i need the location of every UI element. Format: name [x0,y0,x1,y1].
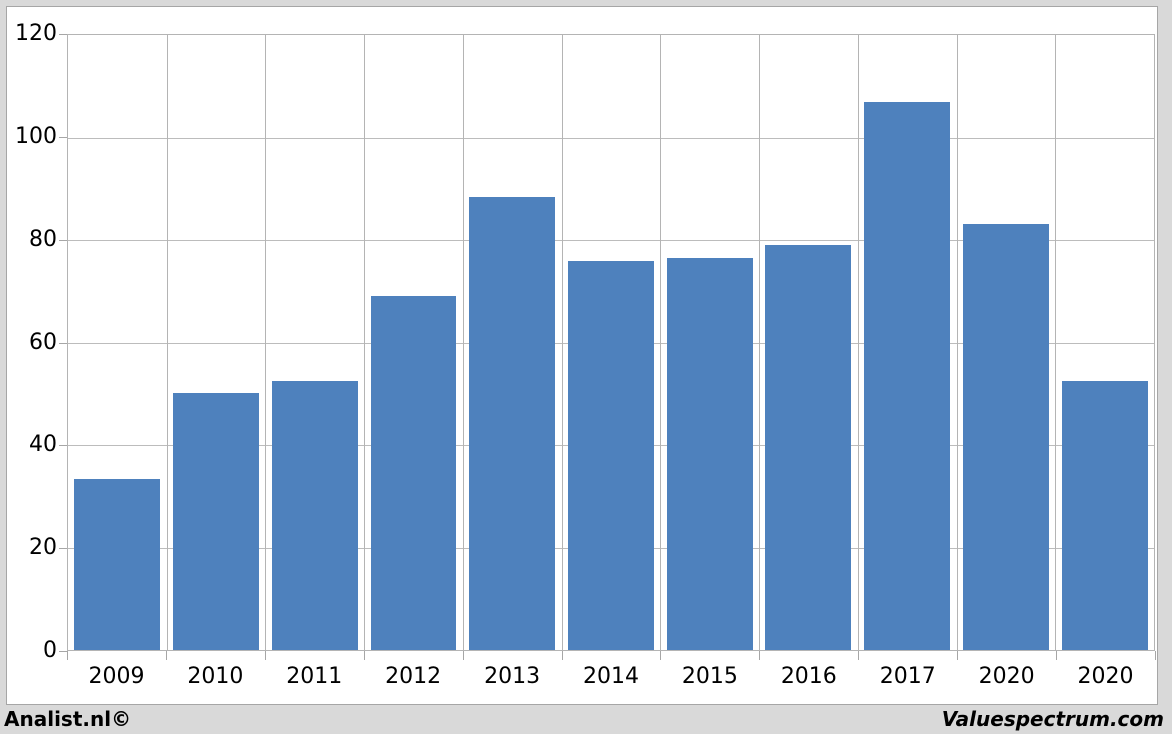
x-axis-tick [165,651,167,660]
y-tick-label: 40 [29,432,57,458]
y-axis-tick [59,342,67,344]
bar [1061,381,1148,650]
x-axis-tick [462,651,464,660]
bar-column [265,35,364,650]
x-tick-label: 2020 [978,664,1035,689]
bar [74,478,161,650]
gridline-vertical [956,35,958,650]
x-tick-label: 2017 [879,664,936,689]
bar [666,258,753,650]
bar-column [167,35,266,650]
gridline-vertical [1055,35,1057,650]
x-axis-tick [1155,651,1156,660]
plot-area [67,34,1155,651]
bar-column [68,35,167,650]
y-axis-tick [59,445,67,447]
x-tick-label: 2015 [681,664,738,689]
bar [568,260,654,650]
y-tick-label: 60 [29,329,57,355]
y-tick-label: 0 [43,638,57,663]
y-tick-label: 20 [29,535,57,561]
gridline-vertical [660,35,662,650]
bar [370,295,457,650]
footer-bar: Analist.nl© Valuespectrum.com [0,705,1172,734]
gridline-vertical [166,35,168,650]
bar-column [463,35,562,650]
x-tick-label: 2009 [88,664,145,689]
y-tick-label: 120 [15,21,57,46]
bar-chart-panel: 0 20 40 60 80 100 120 2009 2010 2011 2012 2013 2014… [6,6,1158,705]
x-tick-label: 2010 [187,664,244,689]
x-axis-tick [363,651,365,660]
x-tick-label: 2020 [1077,664,1134,689]
y-axis-tick [59,34,67,35]
bar [173,392,259,650]
bar-column [759,35,858,650]
y-tick-label: 100 [15,123,57,149]
bar [469,197,556,650]
gridline-vertical [462,35,464,650]
x-axis-tick [660,651,662,660]
gridline-vertical [857,35,859,650]
x-tick-label: 2014 [582,664,639,689]
gridline-horizontal [68,137,1154,139]
bar [962,224,1049,650]
y-tick-label: 80 [29,226,57,252]
gridline-vertical [265,35,267,650]
x-tick-label: 2013 [484,664,541,689]
bar-column [660,35,759,650]
x-axis-tick [67,651,68,660]
bar [271,381,358,650]
x-tick-label: 2012 [385,664,442,689]
x-axis-tick [858,651,860,660]
gridline-horizontal [68,240,1154,241]
y-axis-tick [59,548,67,550]
bar-column [957,35,1056,650]
bar-column [364,35,463,650]
y-axis-tick [59,239,67,241]
footer-left-brand: Analist.nl© [4,706,132,731]
x-axis-tick [1056,651,1058,660]
bar-column [858,35,957,650]
gridline-vertical [364,35,366,650]
x-tick-label: 2011 [286,664,343,689]
x-axis-tick [957,651,959,660]
bar-column [562,35,661,650]
x-tick-label: 2016 [780,664,837,689]
y-axis-tick [59,651,67,652]
x-axis-tick [264,651,266,660]
x-axis-tick [759,651,761,660]
x-axis-tick [561,651,563,660]
bar-column [1055,35,1154,650]
bar [864,101,951,650]
gridline-vertical [561,35,563,650]
y-axis-tick [59,136,67,138]
gridline-vertical [759,35,761,650]
footer-right-brand: Valuespectrum.com [941,706,1164,731]
bar [765,245,852,650]
